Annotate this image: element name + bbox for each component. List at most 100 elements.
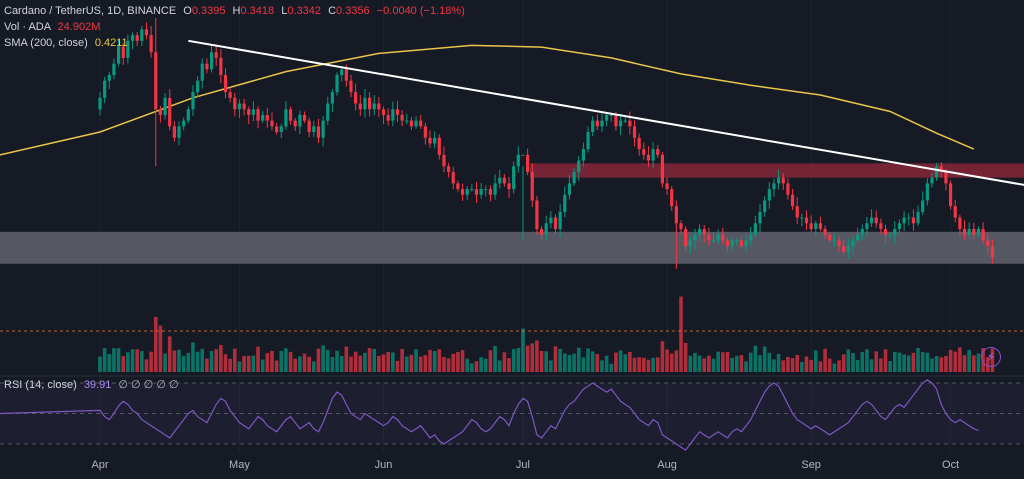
candle-body — [730, 240, 734, 247]
volume-bar — [651, 357, 655, 372]
volume-legend[interactable]: Vol · ADA 24.902M — [4, 20, 100, 34]
candle-body — [460, 189, 465, 195]
volume-bar — [576, 347, 581, 372]
trendline[interactable] — [188, 39, 1024, 189]
price-zones — [0, 163, 1024, 264]
x-tick-label: Oct — [942, 459, 960, 471]
candle-body — [823, 228, 827, 235]
candle-body — [182, 120, 186, 127]
volume-series — [0, 296, 1024, 372]
candle-body — [502, 177, 506, 184]
volume-bar — [381, 354, 386, 372]
volume-bar — [367, 348, 372, 372]
candle-body — [735, 240, 739, 242]
candle-body — [103, 80, 107, 98]
candle-body — [437, 137, 441, 155]
candle-body — [163, 97, 167, 115]
volume-bar — [744, 361, 748, 372]
volume-bar — [228, 358, 232, 372]
volume-bar — [223, 354, 228, 372]
candle-body — [777, 177, 781, 184]
volume-bar — [855, 359, 860, 372]
volume-bar — [614, 352, 618, 372]
candle-body — [958, 217, 962, 229]
volume-bar — [832, 363, 837, 372]
candle-body — [135, 35, 139, 41]
candle-body — [358, 103, 362, 110]
candle-body — [530, 171, 534, 201]
candle-body — [925, 183, 929, 201]
candle-body — [986, 240, 990, 247]
volume-bar — [535, 340, 539, 372]
candle-body — [990, 246, 995, 258]
volume-bar — [781, 360, 786, 372]
candle-body — [484, 189, 488, 191]
x-tick-label: May — [229, 459, 250, 471]
low-value: 0.3342 — [287, 5, 321, 17]
volume-bar — [725, 351, 730, 372]
candle-body — [186, 109, 190, 121]
volume-bar — [400, 348, 404, 372]
candle-body — [907, 217, 911, 219]
candle-body — [553, 217, 558, 229]
volume-bar — [284, 348, 288, 372]
candle-body — [860, 228, 864, 235]
volume-bar — [144, 359, 149, 372]
candle-body — [414, 120, 418, 127]
volume-bar — [753, 345, 758, 372]
volume-bar — [191, 342, 195, 372]
volume-bar — [158, 325, 163, 372]
volume-bar — [418, 356, 423, 372]
candle-body — [572, 171, 576, 184]
candle-body — [651, 149, 655, 161]
candle-body — [219, 57, 223, 76]
candle-body — [340, 69, 344, 76]
candle-body — [939, 166, 943, 172]
rsi-label: RSI (14, close) — [4, 379, 77, 391]
rsi-legend[interactable]: RSI (14, close) 39.91 ∅ ∅ ∅ ∅ ∅ — [4, 378, 179, 392]
candle-body — [451, 171, 455, 184]
candle-body — [800, 217, 804, 219]
volume-bar — [460, 350, 465, 372]
volume-bar — [181, 355, 186, 372]
volume-bar — [349, 356, 353, 372]
candle-body — [367, 97, 372, 110]
volume-bar — [948, 349, 953, 372]
volume-bar — [795, 354, 799, 372]
volume-bar — [604, 355, 609, 372]
candle-body — [144, 29, 149, 36]
volume-bar — [242, 355, 246, 372]
volume-bar — [516, 347, 521, 372]
volume-value: 24.902M — [57, 21, 101, 33]
candle-body — [935, 166, 939, 178]
candle-body — [753, 223, 757, 235]
high-value: 0.3418 — [240, 5, 275, 17]
volume-bar — [167, 336, 172, 372]
volume-bar — [544, 351, 549, 372]
volume-bar — [683, 343, 688, 372]
candle-body — [897, 223, 902, 229]
volume-bar — [790, 358, 795, 372]
sma-legend[interactable]: SMA (200, close) 0.4211 — [4, 36, 128, 50]
bolt-icon[interactable]: ⚡ — [981, 347, 1001, 367]
volume-bar — [841, 354, 846, 372]
volume-bar — [702, 358, 707, 372]
symbol-name[interactable]: Cardano / TetherUS, 1D, BINANCE — [4, 5, 177, 17]
candle-body — [679, 223, 683, 229]
volume-bar — [721, 352, 725, 372]
volume-bar — [916, 348, 920, 372]
volume-bar — [823, 348, 827, 372]
candle-body — [832, 240, 836, 242]
candle-body — [874, 217, 878, 224]
volume-bar — [618, 350, 623, 372]
symbol-legend[interactable]: Cardano / TetherUS, 1D, BINANCE O0.3395 … — [4, 4, 465, 18]
candle-body — [293, 120, 297, 127]
volume-bar — [219, 345, 223, 372]
candle-body — [911, 217, 915, 224]
volume-bar — [883, 349, 888, 372]
volume-bar — [734, 355, 739, 372]
candlestick-series — [98, 18, 995, 269]
volume-bar — [288, 351, 293, 372]
candle-body — [883, 228, 888, 235]
